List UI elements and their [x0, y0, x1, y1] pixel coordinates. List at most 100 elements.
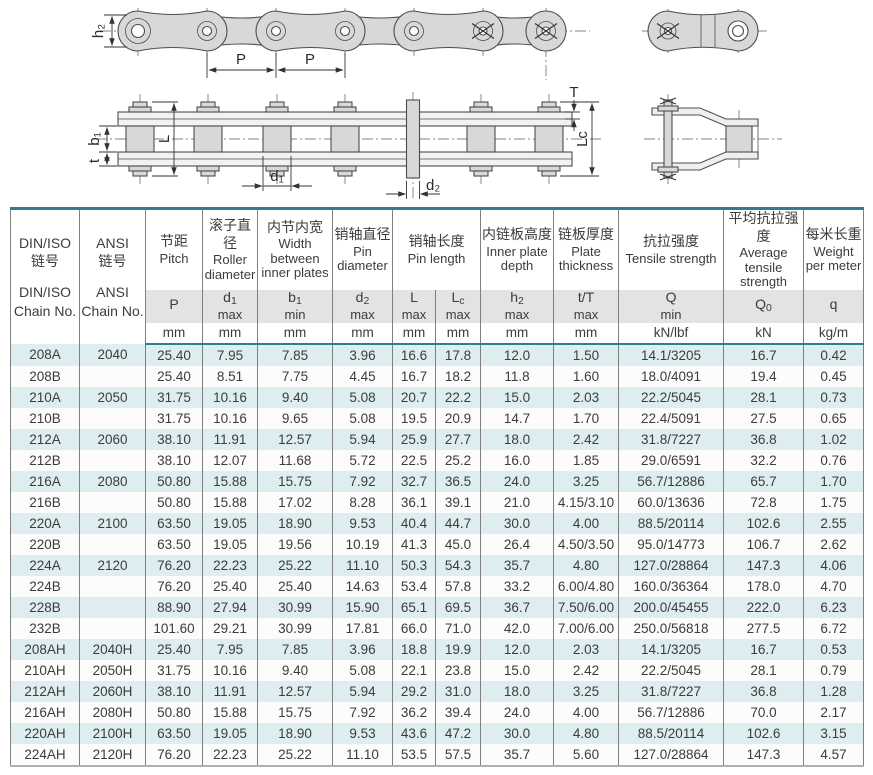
- header-roller-diameter: 滚子直径 Roller diameter: [202, 208, 258, 290]
- cell-roller-dia: 22.23: [202, 554, 258, 576]
- cell-plate-depth: 12.0: [480, 638, 555, 660]
- cell-plate-thick: 1.85: [553, 449, 620, 471]
- symbol: P: [169, 296, 179, 313]
- cell-avg-tensile: 28.1: [723, 386, 805, 408]
- cell-plate-thick: 1.70: [553, 407, 620, 429]
- cell-avg-tensile: 70.0: [723, 701, 805, 723]
- table-row: 220B 63.50 19.05 19.56 10.19 41.3 45.0 26.4 4.50…: [10, 533, 865, 555]
- header-din-zh-line1: DIN/ISO: [18, 234, 72, 251]
- header-ansi-zh-line1: ANSI: [96, 234, 129, 251]
- unit-weight: kg/m: [803, 322, 865, 345]
- cell-tensile: 14.1/3205: [618, 343, 725, 366]
- cell-plate-thick: 1.60: [553, 365, 620, 387]
- cell-pin-len-l: 20.7: [392, 386, 436, 408]
- cell-pin-len-lc: 18.2: [434, 365, 482, 387]
- cell-inner-width: 7.75: [257, 365, 333, 387]
- symbol-inner-width: b1 min: [257, 288, 333, 323]
- cell-pin-len-l: 22.1: [392, 659, 436, 681]
- cell-ansi-no: [79, 407, 146, 429]
- cell-inner-width: 17.02: [257, 491, 333, 513]
- cell-roller-dia: 11.91: [202, 428, 258, 450]
- cell-ansi-no: 2100H: [79, 722, 146, 744]
- table-row: 210A 2050 31.75 10.16 9.40 5.08 20.7 22.2 15.0 2.…: [10, 386, 865, 408]
- cell-pin-dia: 8.28: [332, 491, 393, 513]
- cell-plate-thick: 6.00/4.80: [553, 575, 620, 597]
- chain-side-view-drawing: b₁ t L d₁ d₂ T Lc: [86, 84, 604, 199]
- cell-roller-dia: 10.16: [202, 659, 258, 681]
- cell-pin-dia: 14.63: [332, 575, 393, 597]
- cell-ansi-no: [79, 617, 146, 639]
- table-row: 220AH 2100H 63.50 19.05 18.90 9.53 43.6 47.2 30.…: [10, 722, 865, 744]
- cell-inner-width: 25.22: [257, 554, 333, 576]
- cell-pin-len-lc: 69.5: [434, 596, 482, 618]
- cell-inner-width: 11.68: [257, 449, 333, 471]
- header-zh: 内节内宽: [267, 218, 323, 235]
- unit-pin-len-l: mm: [392, 322, 436, 345]
- table-row: 212B 38.10 12.07 11.68 5.72 22.5 25.2 16.0 1.85 2…: [10, 449, 865, 471]
- unit-roller-dia: mm: [202, 322, 258, 345]
- cell-tensile: 160.0/36364: [618, 575, 725, 597]
- symbol-qualifier: max: [217, 306, 243, 322]
- header-average-tensile-strength: 平均抗拉强度 Average tensile strength: [723, 208, 805, 290]
- table-row: 212AH 2060H 38.10 11.91 12.57 5.94 29.2 31.0 18.…: [10, 680, 865, 702]
- cell-pin-dia: 9.53: [332, 512, 393, 534]
- cell-pin-len-l: 16.6: [392, 343, 436, 366]
- table-row: 224B 76.20 25.40 25.40 14.63 53.4 57.8 33.2 6.00…: [10, 575, 865, 597]
- cell-pin-dia: 3.96: [332, 343, 393, 366]
- cell-roller-dia: 27.94: [202, 596, 258, 618]
- cell-pin-len-lc: 44.7: [434, 512, 482, 534]
- cell-din-no: 216B: [10, 491, 80, 513]
- cell-avg-tensile: 102.6: [723, 722, 805, 744]
- cell-plate-thick: 7.50/6.00: [553, 596, 620, 618]
- header-din-en-line1: DIN/ISO: [18, 284, 72, 301]
- cell-plate-depth: 21.0: [480, 491, 555, 513]
- cell-din-no: 220B: [10, 533, 80, 555]
- cell-din-no: 210AH: [10, 659, 80, 681]
- cell-plate-depth: 11.8: [480, 365, 555, 387]
- header-ansi-chain-no: ANSI 链号 ANSI Chain No.: [79, 208, 146, 344]
- cell-tensile: 250.0/56818: [618, 617, 725, 639]
- dim-label-h2: h₂: [90, 24, 107, 38]
- cell-plate-depth: 33.2: [480, 575, 555, 597]
- cell-pin-dia: 11.10: [332, 554, 393, 576]
- cell-weight: 4.06: [803, 554, 865, 576]
- cell-pin-len-l: 50.3: [392, 554, 436, 576]
- cell-weight: 0.79: [803, 659, 865, 681]
- cell-pin-len-lc: 27.7: [434, 428, 482, 450]
- cell-pin-len-l: 22.5: [392, 449, 436, 471]
- cell-tensile: 88.5/20114: [618, 512, 725, 534]
- cell-weight: 0.45: [803, 365, 865, 387]
- cell-weight: 4.70: [803, 575, 865, 597]
- symbol: d: [355, 288, 364, 305]
- cell-pin-len-l: 66.0: [392, 617, 436, 639]
- symbol: b: [288, 288, 296, 305]
- cell-ansi-no: 2080H: [79, 701, 146, 723]
- cell-pin-dia: 5.94: [332, 680, 393, 702]
- cell-pitch: 63.50: [145, 512, 203, 534]
- cell-pin-len-lc: 47.2: [434, 722, 482, 744]
- cell-plate-depth: 36.7: [480, 596, 555, 618]
- cell-plate-depth: 12.0: [480, 343, 555, 366]
- cell-pin-dia: 3.96: [332, 638, 393, 660]
- header-weight-per-meter: 每米长重 Weight per meter: [803, 208, 865, 290]
- symbol: t/T: [577, 288, 595, 305]
- cell-pitch: 25.40: [145, 343, 203, 366]
- cell-ansi-no: 2120: [79, 554, 146, 576]
- cell-pitch: 38.10: [145, 449, 203, 471]
- cell-weight: 2.55: [803, 512, 865, 534]
- symbol-qualifier: max: [401, 306, 427, 322]
- cell-tensile: 31.8/7227: [618, 428, 725, 450]
- cell-plate-depth: 18.0: [480, 428, 555, 450]
- dim-label-t: t: [86, 158, 103, 163]
- cell-pin-len-l: 19.5: [392, 407, 436, 429]
- cell-pin-len-lc: 20.9: [434, 407, 482, 429]
- cell-pitch: 50.80: [145, 470, 203, 492]
- cell-din-no: 212A: [10, 428, 80, 450]
- header-zh: 链板厚度: [558, 226, 615, 243]
- symbol-pin-len-lc: Lc max: [434, 289, 482, 323]
- symbol-subscript: 2: [517, 294, 524, 307]
- cell-plate-thick: 4.15/3.10: [553, 491, 620, 513]
- cell-avg-tensile: 147.3: [723, 554, 805, 576]
- cell-roller-dia: 7.95: [202, 638, 258, 660]
- cell-pitch: 88.90: [145, 596, 203, 618]
